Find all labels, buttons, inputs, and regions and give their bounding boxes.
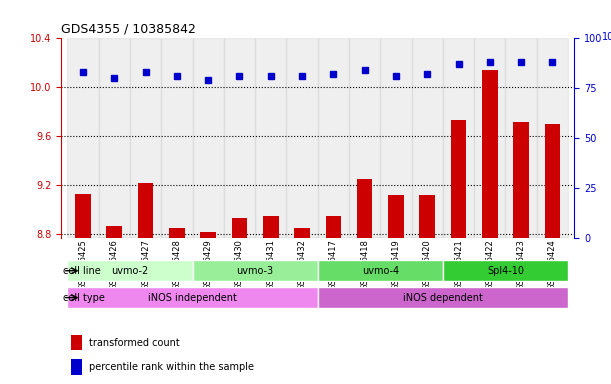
Text: GDS4355 / 10385842: GDS4355 / 10385842 bbox=[61, 23, 196, 36]
Bar bbox=[98, 38, 130, 238]
Bar bbox=[161, 38, 192, 238]
Bar bbox=[192, 38, 224, 238]
Bar bbox=[451, 121, 466, 384]
Bar bbox=[419, 195, 435, 384]
Text: uvmo-2: uvmo-2 bbox=[111, 266, 148, 276]
Bar bbox=[388, 195, 404, 384]
Bar bbox=[380, 38, 412, 238]
Text: percentile rank within the sample: percentile rank within the sample bbox=[89, 362, 254, 372]
Text: Spl4-10: Spl4-10 bbox=[487, 266, 524, 276]
Text: cell line: cell line bbox=[63, 266, 100, 276]
Text: uvmo-3: uvmo-3 bbox=[236, 266, 274, 276]
Bar bbox=[326, 216, 341, 384]
Bar bbox=[474, 38, 505, 238]
Bar bbox=[482, 70, 498, 384]
Bar bbox=[67, 38, 98, 238]
Bar bbox=[537, 38, 568, 238]
Bar bbox=[443, 38, 474, 238]
Bar bbox=[505, 38, 537, 238]
Text: uvmo-4: uvmo-4 bbox=[362, 266, 399, 276]
Bar bbox=[412, 38, 443, 238]
FancyBboxPatch shape bbox=[192, 260, 318, 281]
FancyBboxPatch shape bbox=[318, 287, 568, 308]
Y-axis label: 100%: 100% bbox=[602, 32, 611, 42]
Text: iNOS dependent: iNOS dependent bbox=[403, 293, 483, 303]
Bar bbox=[255, 38, 287, 238]
Bar bbox=[169, 228, 185, 384]
Bar bbox=[71, 359, 82, 375]
FancyBboxPatch shape bbox=[67, 287, 318, 308]
Bar bbox=[130, 38, 161, 238]
Bar bbox=[224, 38, 255, 238]
Bar bbox=[232, 218, 247, 384]
Bar bbox=[287, 38, 318, 238]
Bar bbox=[200, 232, 216, 384]
FancyBboxPatch shape bbox=[443, 260, 568, 281]
Bar bbox=[295, 228, 310, 384]
Bar bbox=[263, 216, 279, 384]
Text: iNOS independent: iNOS independent bbox=[148, 293, 237, 303]
Bar bbox=[544, 124, 560, 384]
Bar bbox=[75, 194, 91, 384]
Bar bbox=[106, 226, 122, 384]
Bar bbox=[71, 335, 82, 350]
Text: cell type: cell type bbox=[63, 293, 104, 303]
Text: transformed count: transformed count bbox=[89, 338, 180, 348]
Bar bbox=[513, 122, 529, 384]
Bar bbox=[357, 179, 373, 384]
Bar bbox=[349, 38, 380, 238]
FancyBboxPatch shape bbox=[67, 260, 192, 281]
Bar bbox=[318, 38, 349, 238]
Bar bbox=[137, 183, 153, 384]
FancyBboxPatch shape bbox=[318, 260, 443, 281]
